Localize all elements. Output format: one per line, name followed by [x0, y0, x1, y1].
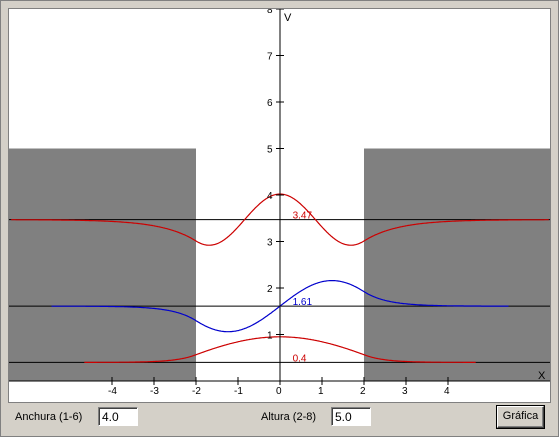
x-tick-label: 1	[318, 386, 324, 397]
x-tick-label: 0	[276, 386, 282, 397]
x-tick-label: -3	[150, 386, 159, 397]
y-tick-label: 3	[267, 238, 273, 249]
x-tick-label: -2	[192, 386, 201, 397]
x-tick-label: -1	[234, 386, 243, 397]
y-axis-label: V	[284, 12, 292, 24]
plot-canvas: 0.4 1.61 3.47 -4 -3 -2 -1 0 1 2 3 4 1 2 3 4 5 6 7 8 V X	[9, 9, 550, 397]
y-tick-label: 5	[267, 145, 273, 156]
y-tick-label: 2	[267, 284, 273, 295]
width-label: Anchura (1-6)	[15, 411, 83, 423]
energy-value-label: 0.4	[293, 353, 307, 364]
graph-button[interactable]: Gráfica	[496, 405, 545, 429]
left-barrier	[9, 148, 196, 381]
x-tick-label: 2	[360, 386, 366, 397]
width-input[interactable]	[98, 407, 138, 426]
right-barrier	[364, 148, 550, 381]
x-axis-label: X	[538, 370, 546, 382]
y-tick-label: 6	[267, 98, 273, 109]
height-label: Altura (2-8)	[261, 411, 317, 423]
y-tick-label: 4	[267, 191, 273, 202]
y-tick-label: 1	[267, 331, 273, 342]
y-tick-label: 8	[267, 9, 273, 16]
x-tick-label: -4	[108, 386, 117, 397]
x-tick-label: 3	[402, 386, 408, 397]
x-tick-label: 4	[444, 386, 450, 397]
potential-well-plot: 0.4 1.61 3.47 -4 -3 -2 -1 0 1 2 3 4 1 2 3 4 5 6 7 8 V X	[8, 8, 551, 403]
y-tick-label: 7	[267, 52, 273, 63]
energy-value-label: 3.47	[293, 211, 313, 222]
energy-value-label: 1.61	[293, 297, 313, 308]
height-input[interactable]	[331, 407, 371, 426]
